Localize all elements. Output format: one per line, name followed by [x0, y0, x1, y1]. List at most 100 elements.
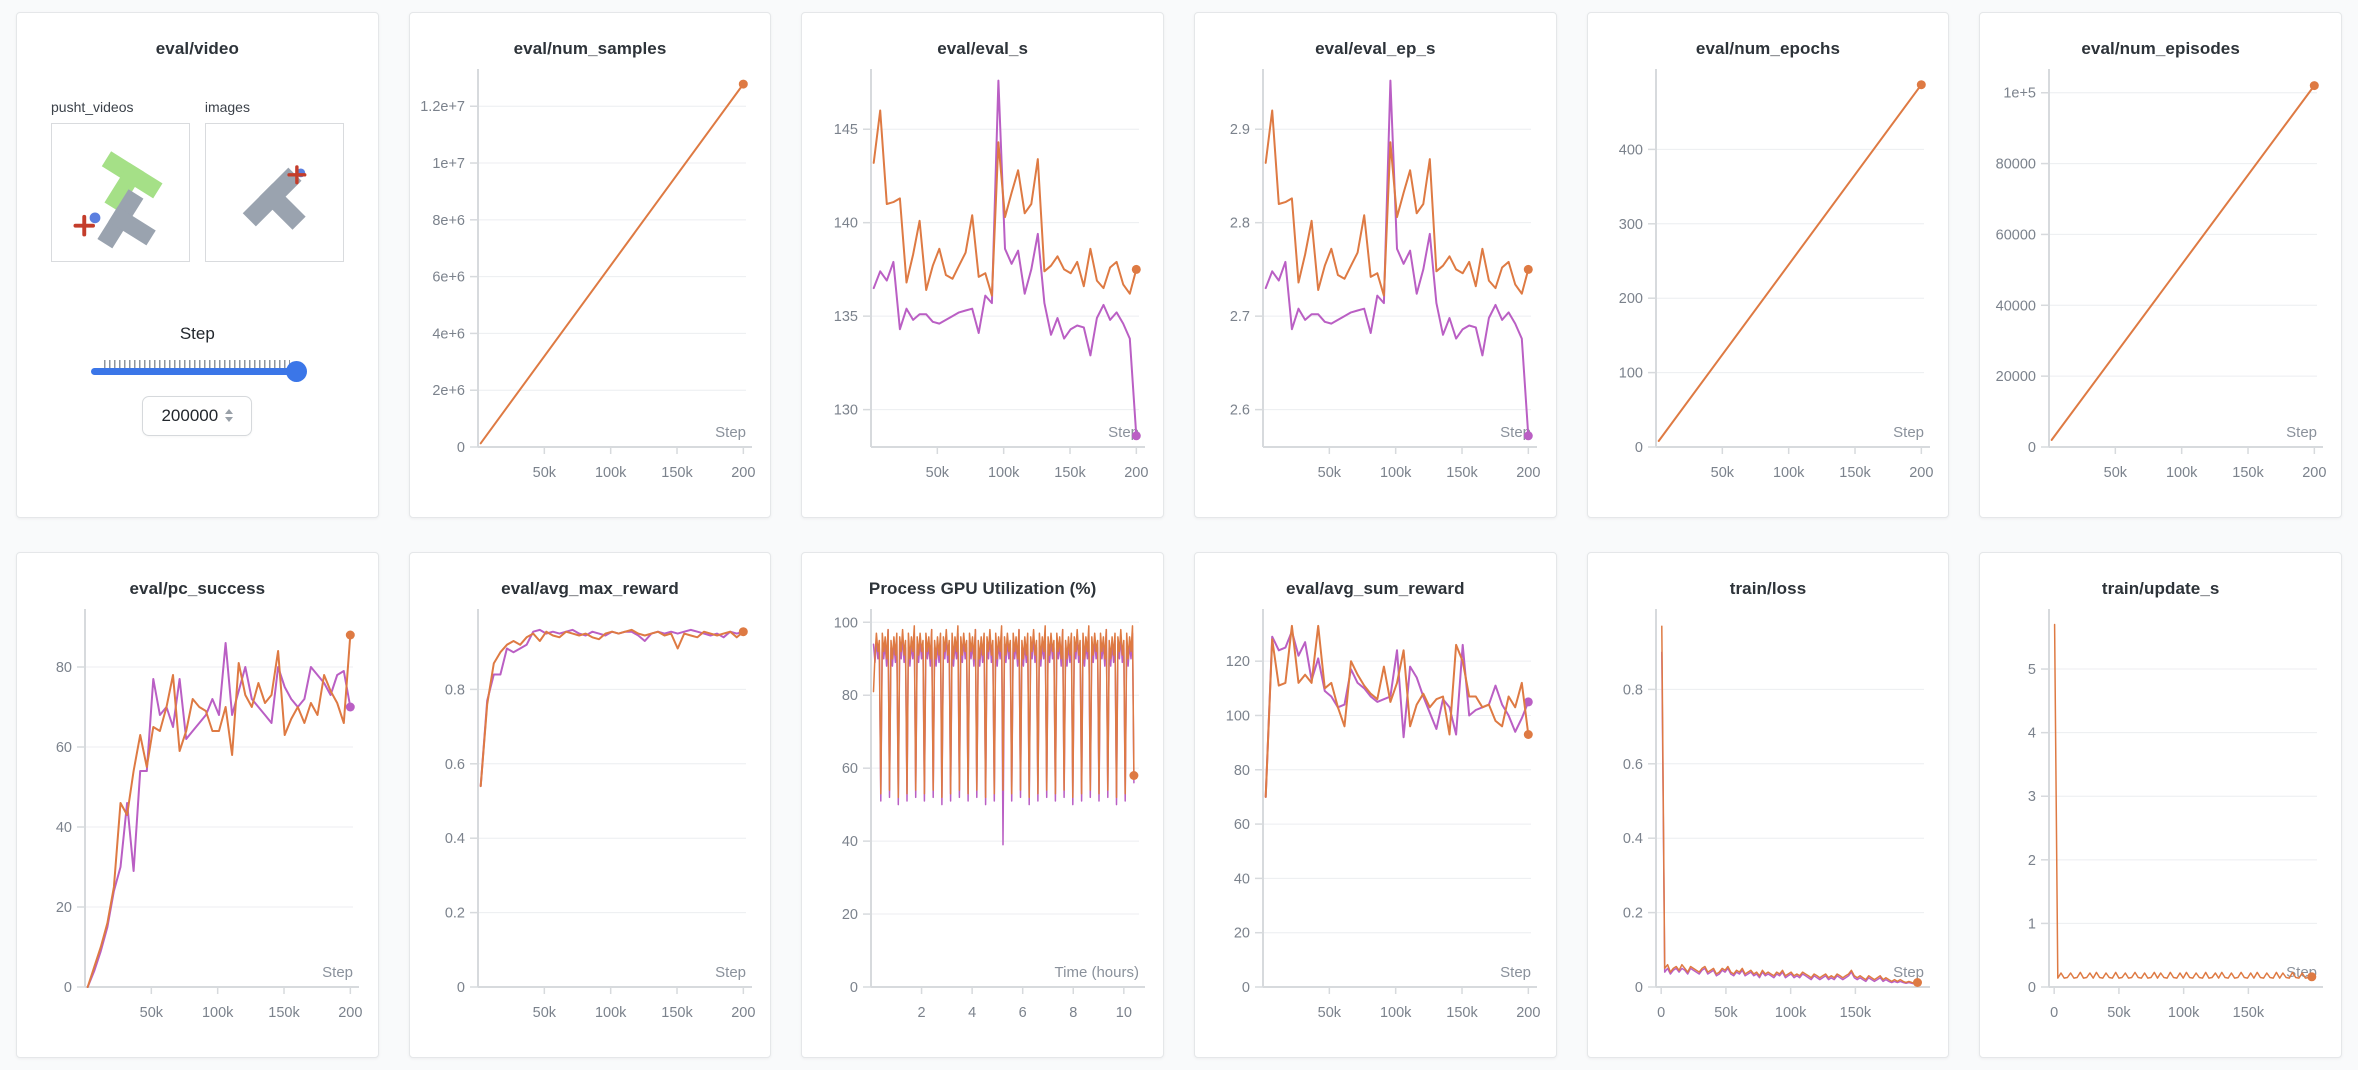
y-tick-label: 0.6 [445, 757, 465, 773]
x-tick-label: 100k [1380, 465, 1412, 481]
step-input-value: 200000 [161, 405, 219, 425]
x-tick-label: 50k [925, 465, 949, 481]
chart-canvas-eval-eval-s[interactable]: 130 135 140 145 50k 100k 150k 200 Step [813, 61, 1153, 501]
series-line-purple [479, 628, 745, 788]
y-tick-label: 20 [56, 900, 72, 916]
chart-title: train/update_s [2101, 579, 2220, 598]
x-tick-label: 150k [1840, 1005, 1872, 1021]
x-tick-label: 50k [1318, 465, 1342, 481]
chart-canvas-eval-avg-sum-reward[interactable]: 0 20 40 60 80 100 120 50k 100k 150k 200 Step [1205, 601, 1545, 1041]
chart-title: eval/num_episodes [2081, 39, 2240, 58]
slider-thumb[interactable] [286, 360, 308, 382]
panel-eval-num-episodes: eval/num_episodes 0 20000 40000 60000 80000 1e… [1979, 12, 2342, 518]
spinner-arrows[interactable] [225, 409, 234, 423]
panel-eval-eval-s: eval/eval_s 130 135 140 145 50k 100k 150k 200 Ste… [801, 12, 1164, 518]
series-end-dot-orange [738, 79, 748, 89]
x-tick-label: 200 [1909, 465, 1933, 481]
y-tick-label: 0 [850, 980, 858, 996]
y-tick-label: 4e+6 [432, 326, 465, 342]
series-line-purple [87, 642, 352, 988]
series-line-orange [872, 109, 1137, 297]
y-tick-label: 2.6 [1230, 403, 1250, 419]
x-tick-label: 4 [968, 1005, 976, 1021]
series-line-purple [872, 79, 1137, 437]
y-tick-label: 0.2 [1623, 906, 1643, 922]
chart-canvas-eval-avg-max-reward[interactable]: 0 0.2 0.4 0.6 0.8 50k 100k 150k 200 Step [420, 601, 760, 1041]
x-tick-label: 10 [1115, 1005, 1131, 1021]
series-line-purple [1265, 79, 1530, 437]
x-tick-label: 150k [1447, 1005, 1479, 1021]
panel-eval-pc-success: eval/pc_success 0 20 40 60 80 50k 100k 150k 200 St… [16, 552, 379, 1058]
y-tick-label: 0 [2028, 980, 2036, 996]
x-tick-label: 50k [1318, 1005, 1342, 1021]
chart-title: eval/avg_sum_reward [1286, 579, 1465, 598]
y-tick-label: 300 [1619, 217, 1643, 233]
x-tick-label: 50k [2103, 465, 2127, 481]
x-tick-label: 0 [1657, 1005, 1665, 1021]
step-input[interactable]: 200000 [142, 395, 253, 436]
series-end-dot-purple [1131, 431, 1141, 441]
y-tick-label: 20 [1234, 926, 1250, 942]
panel-grid: eval/video pusht_videos [16, 12, 2342, 1058]
spinner-up-icon[interactable] [225, 409, 234, 415]
chart-canvas-eval-num-samples[interactable]: 0 2e+6 4e+6 6e+6 8e+6 1e+7 1.2e+7 50k 100k 150k 20… [420, 61, 760, 501]
x-tick-label: 150k [1054, 465, 1086, 481]
panel-process-gpu-utilization: Process GPU Utilization (%) 0 20 40 60 80 100 2… [801, 552, 1164, 1058]
chart-canvas-eval-pc-success[interactable]: 0 20 40 60 80 50k 100k 150k 200 Step [27, 601, 367, 1041]
slider-track[interactable] [91, 360, 308, 382]
series-end-dot-orange [1524, 264, 1534, 274]
y-tick-label: 1.2e+7 [420, 99, 465, 115]
x-tick-label: 100k [1380, 1005, 1412, 1021]
chart-title: Process GPU Utilization (%) [868, 579, 1097, 598]
y-tick-label: 40 [842, 834, 858, 850]
y-tick-label: 400 [1619, 142, 1643, 158]
y-tick-label: 1e+7 [432, 156, 465, 172]
y-tick-label: 145 [833, 122, 857, 138]
x-tick-label: 50k [1711, 465, 1735, 481]
chart-canvas-eval-num-epochs[interactable]: 0 100 200 300 400 50k 100k 150k 200 Step [1598, 61, 1938, 501]
x-axis-label: Step [1500, 964, 1531, 981]
x-tick-label: 100k [2168, 1005, 2200, 1021]
spinner-down-icon[interactable] [225, 417, 234, 423]
x-axis-label: Step [1108, 424, 1139, 441]
panel-eval-avg-max-reward: eval/avg_max_reward 0 0.2 0.4 0.6 0.8 50k 100k 1… [408, 552, 772, 1058]
series-line-orange [2050, 84, 2315, 441]
y-tick-label: 100 [1226, 708, 1250, 724]
panel-train-update-s: train/update_s 0 1 2 3 4 5 0 50k 100k 150k Step [1979, 552, 2342, 1058]
chart-canvas-process-gpu-utilization[interactable]: 0 20 40 60 80 100 2 4 6 8 10 Time (hours) [813, 601, 1153, 1041]
series-line-purple [1661, 651, 1919, 985]
media-item-images: images [204, 99, 344, 262]
x-axis-label: Step [715, 424, 746, 441]
panel-train-loss: train/loss 0 0.2 0.4 0.6 0.8 0 50k 100k 150k Step [1586, 552, 1950, 1058]
slider-ruler [104, 359, 291, 369]
series-line-orange [2053, 623, 2313, 979]
y-tick-label: 0 [1242, 980, 1250, 996]
chart-title: eval/pc_success [129, 579, 266, 598]
series-line-orange [872, 625, 1135, 799]
chart-canvas-eval-num-episodes[interactable]: 0 20000 40000 60000 80000 1e+5 50k 100k 150k 200 S… [1991, 61, 2331, 501]
y-tick-label: 1e+5 [2003, 86, 2036, 102]
x-tick-label: 100k [595, 465, 627, 481]
media-item-pusht-videos: pusht_videos [51, 99, 190, 262]
series-end-dot-purple [1524, 431, 1534, 441]
y-tick-label: 40 [56, 820, 72, 836]
y-tick-label: 0 [1635, 440, 1643, 456]
y-tick-label: 40000 [1995, 298, 2035, 314]
panel-eval-eval-ep-s: eval/eval_ep_s 2.6 2.7 2.8 2.9 50k 100k 150k 200… [1193, 12, 1557, 518]
chart-canvas-train-loss[interactable]: 0 0.2 0.4 0.6 0.8 0 50k 100k 150k Step [1598, 601, 1938, 1041]
series-end-dot-orange [1916, 80, 1926, 90]
y-tick-label: 100 [1619, 366, 1643, 382]
y-tick-label: 200 [1619, 291, 1643, 307]
x-tick-label: 50k [140, 1005, 164, 1021]
chart-title: eval/num_epochs [1695, 39, 1841, 58]
x-tick-label: 200 [1124, 465, 1148, 481]
image-thumbnail-images[interactable] [204, 123, 344, 262]
chart-canvas-eval-eval-ep-s[interactable]: 2.6 2.7 2.8 2.9 50k 100k 150k 200 Step [1205, 61, 1545, 501]
series-end-dot-orange [1912, 978, 1922, 987]
chart-title: eval/eval_ep_s [1315, 39, 1436, 58]
y-tick-label: 130 [833, 403, 857, 419]
step-slider[interactable] [91, 359, 308, 382]
x-tick-label: 150k [2232, 1005, 2264, 1021]
video-thumbnail-pusht-videos[interactable] [51, 123, 190, 262]
